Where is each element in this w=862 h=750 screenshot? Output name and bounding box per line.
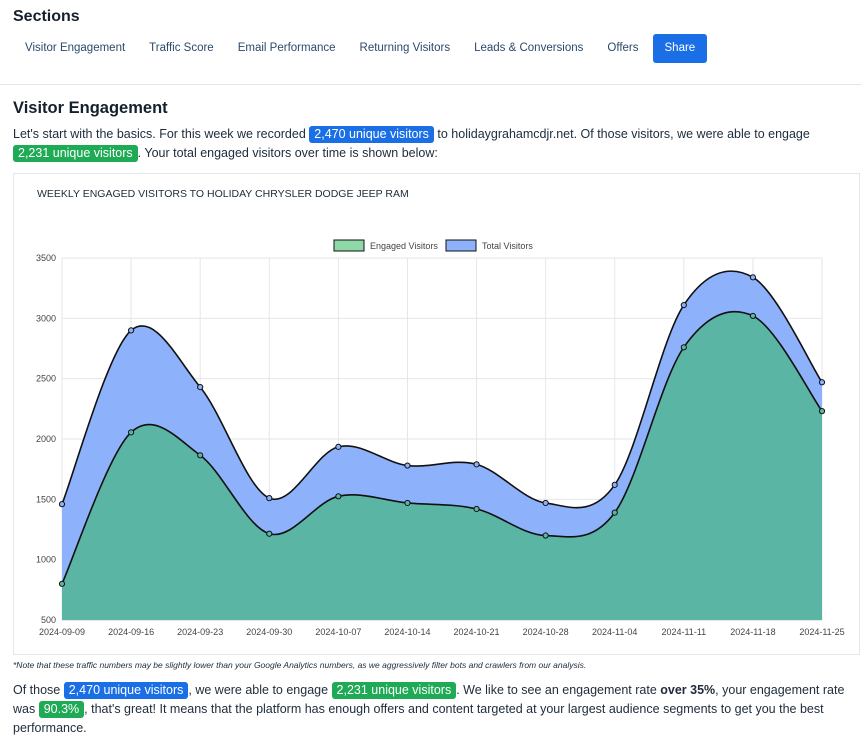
data-point[interactable] [818,408,826,415]
data-point[interactable] [749,312,757,320]
data-point[interactable] [611,481,618,488]
traffic-note: *Note that these traffic numbers may be … [13,660,587,670]
nav-email-performance[interactable]: Email Performance [237,42,336,54]
data-point[interactable] [127,429,135,436]
summary-text-2: , we were able to engage [188,683,332,697]
y-tick-label: 1000 [36,555,56,565]
data-point[interactable] [58,580,66,587]
unique-visitors-badge: 2,470 unique visitors [309,126,434,143]
section-nav: Visitor Engagement Traffic Score Email P… [13,34,708,63]
y-tick-label: 3000 [36,313,56,323]
data-point[interactable] [542,532,549,539]
data-point[interactable] [680,344,687,351]
chart-legend[interactable]: Engaged Visitors Total Visitors [333,239,533,252]
nav-offers[interactable]: Offers [607,42,639,54]
x-tick-label: 2024-09-09 [39,627,85,637]
intro-text-1: Let's start with the basics. For this we… [13,127,310,141]
x-tick-label: 2024-09-30 [246,627,292,637]
x-tick-label: 2024-09-23 [177,627,223,637]
data-point[interactable] [197,384,204,391]
x-tick-label: 2024-10-21 [454,627,500,637]
summary-text-3: . We like to see an engagement rate [456,683,661,697]
legend-swatch[interactable] [445,239,477,252]
nav-leads-conversions[interactable]: Leads & Conversions [474,42,584,54]
x-tick-label: 2024-11-25 [799,627,844,637]
data-point[interactable] [404,462,411,469]
data-point[interactable] [611,509,618,516]
x-tick-label: 2024-10-28 [523,627,569,637]
summary-unique-visitors-badge: 2,470 unique visitors [63,682,189,699]
series-area-engaged [62,311,822,620]
summary-text-4: , your engagement rate was [13,683,845,716]
nav-traffic-score[interactable]: Traffic Score [149,42,214,54]
intro-paragraph: Let's start with the basics. For this we… [13,125,858,163]
x-tick-label: 2024-11-11 [661,627,706,637]
x-axis: 2024-09-09 2024-09-16 2024-09-23 2024-09-30… [39,627,845,637]
data-point[interactable] [335,493,342,500]
header-divider [0,84,862,85]
data-point[interactable] [473,461,480,468]
data-point[interactable] [818,379,826,386]
legend-label[interactable]: Total Visitors [482,241,533,251]
chart-points [58,274,826,587]
data-point[interactable] [266,495,273,502]
engagement-rate-badge: 90.3% [38,701,85,718]
y-tick-label: 2000 [36,434,56,444]
y-tick-label: 3500 [36,253,56,263]
series-line-total [61,270,823,509]
x-tick-label: 2024-10-14 [384,627,430,637]
section-title: Visitor Engagement [13,99,168,117]
x-tick-label: 2024-09-16 [108,627,154,637]
data-point[interactable] [127,327,135,334]
target-rate: over 35% [660,683,716,697]
intro-text-3: . Your total engaged visitors over time … [137,146,438,160]
summary-text-1: Of those [13,683,64,697]
data-point[interactable] [266,530,273,537]
data-point[interactable] [749,274,757,281]
summary-text-5: , that's great! It means that the platfo… [13,702,824,735]
chart-areas [61,270,823,620]
data-point[interactable] [197,452,204,459]
data-point[interactable] [58,501,66,508]
data-point[interactable] [473,505,480,513]
engaged-visitors-badge: 2,231 unique visitors [13,145,138,162]
legend-label[interactable]: Engaged Visitors [370,241,438,251]
data-point[interactable] [404,499,411,507]
x-tick-label: 2024-11-18 [730,627,775,637]
y-tick-label: 500 [41,615,56,625]
summary-paragraph: Of those 2,470 unique visitors, we were … [13,681,858,738]
nav-visitor-engagement[interactable]: Visitor Engagement [25,42,126,54]
nav-returning-visitors[interactable]: Returning Visitors [359,42,451,54]
chart-svg: WEEKLY ENGAGED VISITORS TO HOLIDAY CHRYS… [36,188,845,637]
legend-swatch[interactable] [333,239,365,252]
summary-engaged-visitors-badge: 2,231 unique visitors [331,682,457,699]
intro-text-2: to holidaygrahamcdjr.net. Of those visit… [433,127,810,141]
y-tick-label: 1500 [36,494,56,504]
data-point[interactable] [542,499,549,507]
x-tick-label: 2024-10-07 [315,627,361,637]
engagement-chart: WEEKLY ENGAGED VISITORS TO HOLIDAY CHRYS… [13,173,860,655]
y-tick-label: 2500 [36,374,56,384]
x-tick-label: 2024-11-04 [592,627,637,637]
y-axis: 500 1000 1500 2000 2500 3000 3500 [36,253,56,625]
series-line-engaged [61,311,823,585]
data-point[interactable] [680,301,687,309]
sections-title: Sections [13,8,80,25]
chart-title: WEEKLY ENGAGED VISITORS TO HOLIDAY CHRYS… [37,188,409,200]
share-button[interactable]: Share [652,34,708,63]
data-point[interactable] [335,443,342,450]
